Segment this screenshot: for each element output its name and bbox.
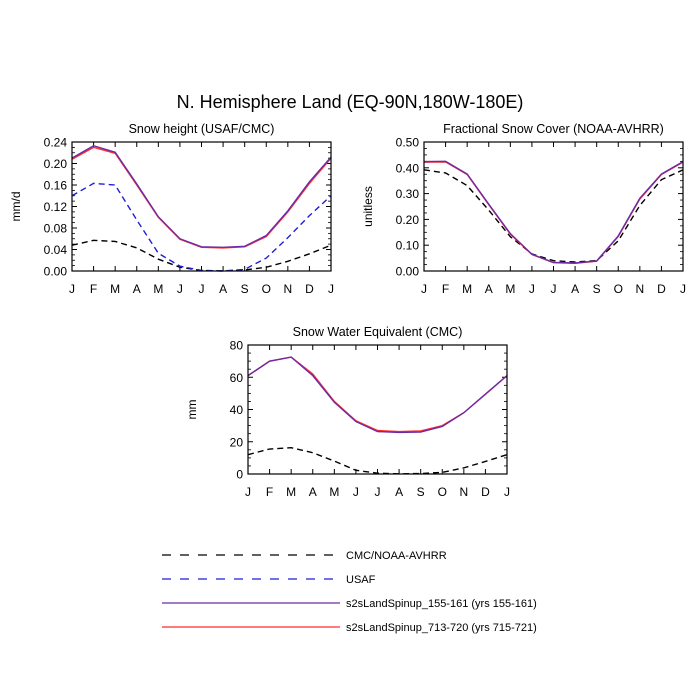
y-tick-label: 20	[230, 435, 244, 449]
x-tick-label: A	[571, 282, 579, 296]
y-tick-label: 0.20	[396, 213, 420, 227]
x-tick-label: M	[110, 282, 120, 296]
y-tick-label: 0	[236, 468, 243, 482]
x-tick-label: J	[680, 282, 686, 296]
series-line	[247, 356, 508, 434]
y-tick-label: 40	[230, 403, 244, 417]
series-line	[71, 146, 332, 249]
x-tick-label: S	[417, 485, 425, 499]
x-tick-label: J	[245, 485, 251, 499]
chart-title: Snow height (USAF/CMC)	[129, 122, 275, 136]
x-tick-label: N	[459, 485, 468, 499]
x-tick-label: J	[199, 282, 205, 296]
y-tick-label: 60	[230, 371, 244, 385]
series-line	[423, 160, 684, 264]
y-tick-label: 0.50	[396, 136, 420, 150]
x-tick-label: F	[90, 282, 97, 296]
x-tick-label: J	[328, 282, 334, 296]
x-tick-label: J	[353, 485, 359, 499]
x-tick-label: J	[504, 485, 510, 499]
x-tick-label: A	[395, 485, 403, 499]
snow-cover-panel: Fractional Snow Cover (NOAA-AVHRR) unitle…	[361, 122, 686, 296]
plot-frame	[247, 344, 508, 475]
legend-label: s2sLandSpinup_155-161 (yrs 155-161)	[346, 598, 537, 610]
series-line	[423, 161, 684, 264]
x-tick-label: J	[529, 282, 535, 296]
y-tick-label: 0.12	[44, 200, 68, 214]
x-tick-label: J	[177, 282, 183, 296]
x-tick-label: D	[305, 282, 314, 296]
x-tick-label: S	[241, 282, 249, 296]
page-title: N. Hemisphere Land (EQ-90N,180W-180E)	[177, 92, 524, 112]
series-line	[423, 169, 684, 263]
x-tick-label: A	[133, 282, 141, 296]
x-tick-label: A	[219, 282, 227, 296]
x-tick-label: J	[375, 485, 381, 499]
x-tick-label: M	[462, 282, 472, 296]
plot-frame	[423, 141, 684, 272]
y-axis-label: mm	[185, 400, 199, 420]
chart-title: Fractional Snow Cover (NOAA-AVHRR)	[443, 122, 664, 136]
x-tick-label: M	[329, 485, 339, 499]
snow-height-panel: Snow height (USAF/CMC) mm/d 0.00 0.04 0.08 0.…	[9, 122, 334, 296]
x-tick-label: A	[309, 485, 317, 499]
x-tick-label: J	[421, 282, 427, 296]
series-line	[247, 447, 508, 475]
x-tick-label: J	[551, 282, 557, 296]
y-tick-label: 0.08	[44, 222, 68, 236]
legend-label: USAF	[346, 574, 376, 586]
legend: CMC/NOAA-AVHRR USAF s2sLandSpinup_155-161 …	[162, 550, 537, 634]
x-tick-label: N	[283, 282, 292, 296]
y-tick-label: 0.30	[396, 187, 420, 201]
y-tick-label: 0.40	[396, 161, 420, 175]
x-tick-label: O	[438, 485, 447, 499]
x-tick-label: S	[593, 282, 601, 296]
x-tick-label: J	[69, 282, 75, 296]
swe-panel: Snow Water Equivalent (CMC) mm 0 20 40 60 80 J F…	[185, 325, 510, 499]
x-tick-label: A	[485, 282, 493, 296]
x-tick-label: D	[657, 282, 666, 296]
plot-frame	[71, 141, 332, 272]
x-tick-label: M	[505, 282, 515, 296]
series-line	[71, 182, 332, 272]
y-tick-label: 0.24	[44, 136, 68, 150]
y-tick-label: 0.00	[396, 265, 420, 279]
y-axis-label: mm/d	[9, 192, 23, 222]
chart-title: Snow Water Equivalent (CMC)	[293, 325, 463, 339]
series-line	[71, 145, 332, 249]
x-tick-label: F	[266, 485, 273, 499]
legend-label: s2sLandSpinup_713-720 (yrs 715-721)	[346, 622, 537, 634]
y-tick-label: 0.10	[396, 239, 420, 253]
x-tick-label: O	[262, 282, 271, 296]
x-tick-label: D	[481, 485, 490, 499]
y-tick-label: 0.00	[44, 265, 68, 279]
x-tick-label: F	[442, 282, 449, 296]
x-tick-label: M	[286, 485, 296, 499]
y-tick-label: 0.20	[44, 157, 68, 171]
legend-label: CMC/NOAA-AVHRR	[346, 550, 447, 562]
x-tick-label: N	[635, 282, 644, 296]
series-line	[247, 356, 508, 433]
y-tick-label: 0.04	[44, 243, 68, 257]
y-axis-label: unitless	[361, 186, 375, 227]
y-tick-label: 80	[230, 339, 244, 353]
x-tick-label: M	[153, 282, 163, 296]
x-tick-label: O	[614, 282, 623, 296]
y-tick-label: 0.16	[44, 179, 68, 193]
